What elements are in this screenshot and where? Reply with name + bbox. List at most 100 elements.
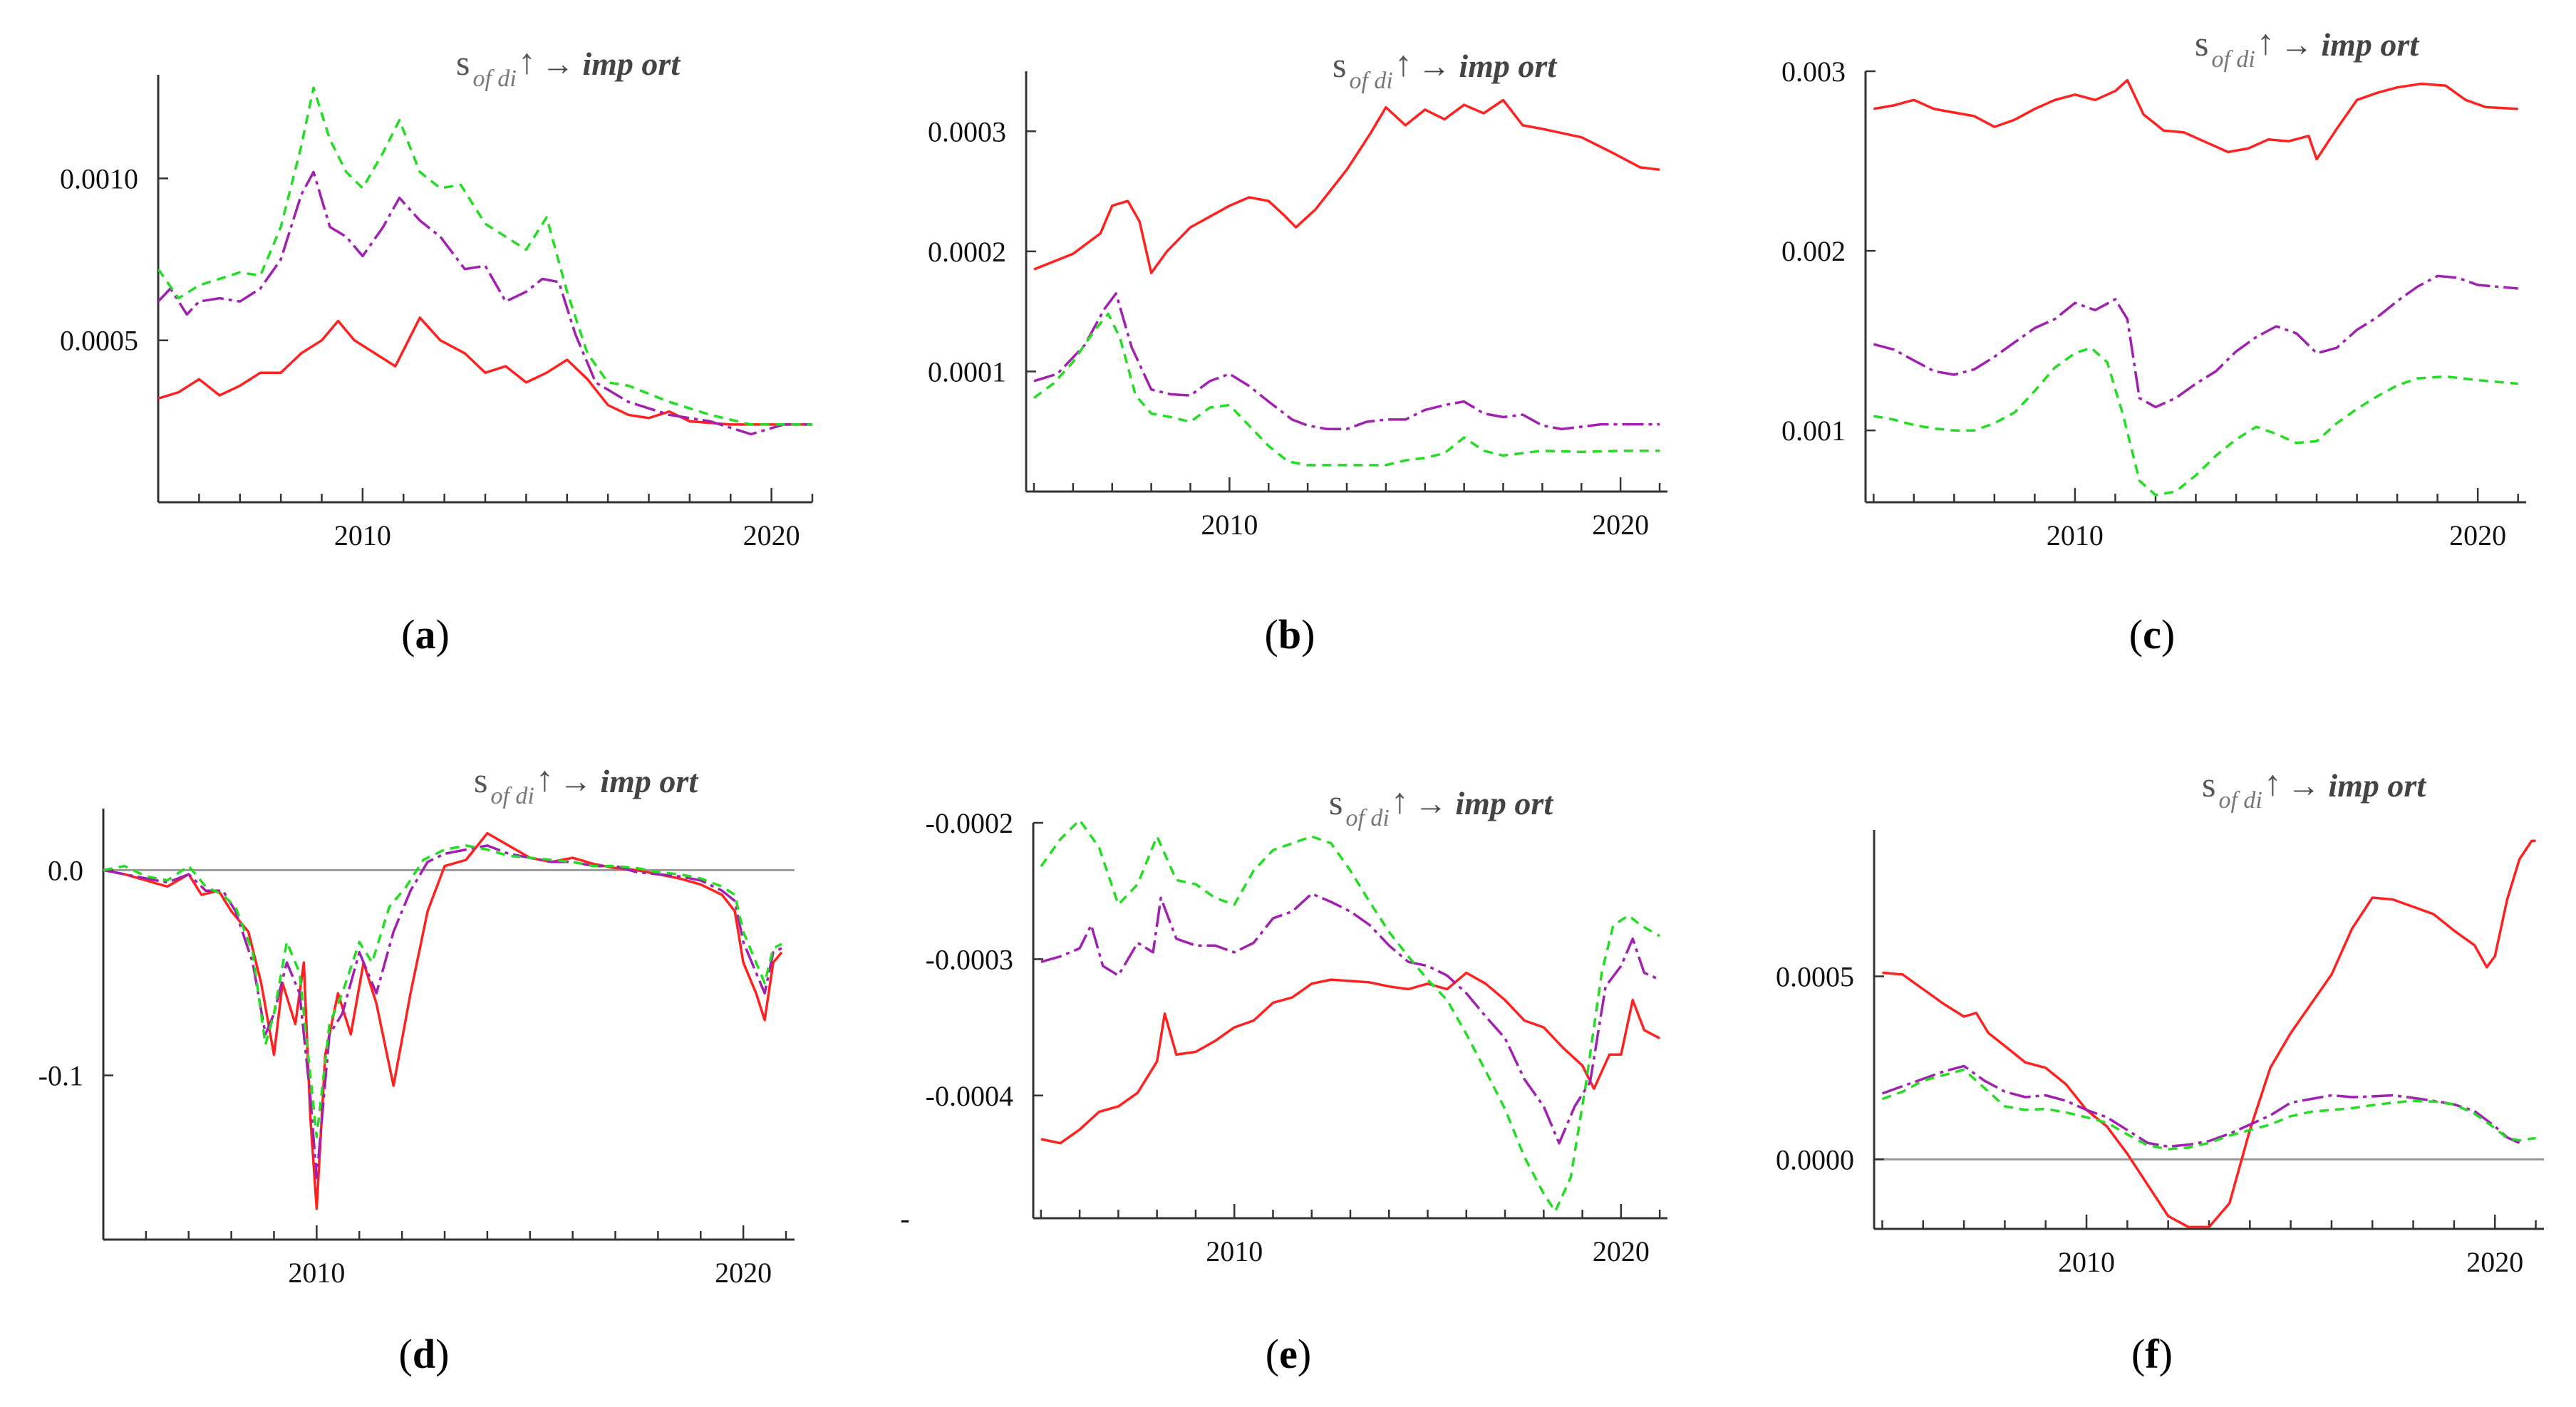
- title-arrow: ↑: [518, 41, 536, 81]
- caption-letter: e: [1279, 1331, 1298, 1377]
- chart-panel-b: 2010 2020 0.0001 0.0002 0.0003 s of di↑ → imp o…: [928, 43, 1667, 658]
- x-tick-label: 2020: [743, 519, 800, 551]
- caption-letter: d: [413, 1331, 435, 1377]
- series-line-green: [158, 86, 812, 426]
- caption-letter: f: [2145, 1331, 2159, 1377]
- caption-open-paren: (: [1266, 1331, 1279, 1377]
- x-tick-label: 2010: [334, 519, 391, 551]
- panel-caption: (d): [399, 1331, 450, 1377]
- title-symbol: s: [1329, 782, 1343, 822]
- title-text: → imp ort: [542, 46, 681, 82]
- caption-close-paren: ): [1298, 1331, 1311, 1377]
- title-symbol: s: [456, 43, 470, 83]
- chart-title: s of di↑ → imp ort: [474, 759, 698, 809]
- series-line-red: [158, 316, 812, 426]
- title-symbol: s: [2195, 24, 2208, 63]
- chart-panel-d: 2010 2020 -0.1 0.0 s of di↑ → imp ort (d): [38, 759, 795, 1377]
- y-tick-label: -0.0002: [926, 807, 1013, 839]
- y-tick-label: 0.0003: [928, 115, 1006, 147]
- series-line-purple: [1040, 892, 1660, 1145]
- caption-close-paren: ): [435, 1331, 449, 1377]
- series-line-red: [1040, 971, 1660, 1145]
- title-subscript: of di: [472, 66, 516, 92]
- caption-letter: a: [415, 611, 436, 658]
- y-tick-label: 0.001: [1781, 415, 1846, 447]
- chart-panel-c: 2010 2020 0.001 0.002 0.003 s of di↑ → imp ort (…: [1781, 22, 2526, 658]
- series-line-green: [1873, 346, 2518, 497]
- chart-panel-f: 2010 2020 0.0000 0.0005 s of di↑ → imp ort (f): [1776, 763, 2544, 1377]
- chart-title: s of di↑ → imp ort: [2195, 22, 2419, 73]
- title-text: → imp ort: [1414, 785, 1553, 821]
- y-tick-label: 0.0005: [1776, 961, 1854, 993]
- title-arrow: ↑: [536, 759, 554, 799]
- series-line-red: [103, 831, 783, 1210]
- y-tick-label: 0.0001: [928, 355, 1006, 388]
- x-tick-label: 2010: [1201, 509, 1258, 541]
- caption-open-paren: (: [1265, 611, 1278, 658]
- series-line-purple: [1873, 274, 2518, 409]
- x-tick-label: 2010: [1206, 1235, 1263, 1267]
- x-tick-label: 2020: [1593, 1235, 1650, 1267]
- series-line-red: [1033, 98, 1660, 274]
- x-tick-label: 2020: [1592, 509, 1649, 541]
- chart-title: s of di↑ → imp ort: [456, 41, 681, 92]
- x-tick-label: 2010: [2047, 519, 2104, 551]
- title-subscript: of di: [490, 783, 534, 809]
- caption-open-paren: (: [401, 611, 415, 658]
- y-tick-label: 0.0: [48, 854, 83, 886]
- y-tick-label: -0.0003: [926, 943, 1013, 975]
- series-line-green: [1033, 312, 1660, 467]
- y-tick-label: 0.003: [1781, 56, 1846, 88]
- title-text: → imp ort: [1418, 48, 1557, 84]
- caption-open-paren: (: [399, 1331, 413, 1377]
- y-tick-label: -0.1: [38, 1060, 83, 1092]
- caption-close-paren: ): [1301, 611, 1315, 658]
- y-tick-label: 0.0002: [928, 236, 1006, 268]
- series-line-green: [1040, 819, 1660, 1213]
- y-tick-label: 0.0000: [1776, 1143, 1854, 1175]
- chart-title: s of di↑ → imp ort: [2202, 763, 2426, 814]
- y-tick-label: 0.002: [1781, 235, 1846, 267]
- panel-caption: (b): [1265, 611, 1315, 658]
- panel-caption: (e): [1266, 1331, 1311, 1377]
- series-line-purple: [1881, 1064, 2520, 1148]
- title-arrow: ↑: [2264, 763, 2282, 803]
- x-tick-label: 2020: [715, 1257, 772, 1289]
- x-tick-label: 2010: [288, 1257, 345, 1289]
- title-subscript: of di: [2211, 46, 2255, 73]
- caption-close-paren: ): [2161, 611, 2175, 658]
- caption-letter: c: [2143, 611, 2161, 658]
- title-arrow: ↑: [1391, 781, 1409, 821]
- caption-letter: b: [1278, 611, 1301, 658]
- title-text: → imp ort: [2287, 767, 2426, 804]
- chart-title: s of di↑ → imp ort: [1333, 43, 1557, 94]
- series-line-purple: [158, 170, 812, 436]
- chart-title: s of di↑ → imp ort: [1329, 781, 1553, 831]
- title-symbol: s: [474, 760, 487, 800]
- title-symbol: s: [1333, 45, 1346, 85]
- chart-panel-a: 2010 2020 0.0005 0.0010 s of di↑ → imp ort (a): [60, 41, 814, 658]
- series-line-purple: [1033, 292, 1660, 431]
- title-text: → imp ort: [2280, 26, 2419, 63]
- caption-close-paren: ): [2159, 1331, 2173, 1377]
- title-arrow: ↑: [1395, 43, 1412, 83]
- panel-caption: (a): [401, 611, 450, 658]
- series-line-purple: [103, 844, 782, 1180]
- title-subscript: of di: [1349, 68, 1392, 94]
- x-tick-label: 2020: [2466, 1246, 2523, 1278]
- title-text: → imp ort: [559, 763, 698, 799]
- caption-open-paren: (: [2129, 611, 2143, 658]
- caption-open-paren: (: [2131, 1331, 2145, 1377]
- caption-close-paren: ): [436, 611, 450, 658]
- y-tick-label-extra: -: [900, 1203, 909, 1235]
- y-tick-label: 0.0010: [60, 162, 138, 194]
- panel-caption: (f): [2131, 1331, 2173, 1377]
- x-tick-label: 2020: [2449, 519, 2506, 551]
- series-line-green: [1881, 1068, 2536, 1151]
- series-line-red: [1873, 78, 2518, 161]
- x-tick-label: 2010: [2058, 1246, 2115, 1278]
- title-subscript: of di: [2218, 787, 2262, 814]
- chart-panel-e: 2010 2020 -0.0004 -0.0003 -0.0002 - s of di↑ → i…: [900, 781, 1667, 1377]
- series-line-red: [1882, 839, 2536, 1229]
